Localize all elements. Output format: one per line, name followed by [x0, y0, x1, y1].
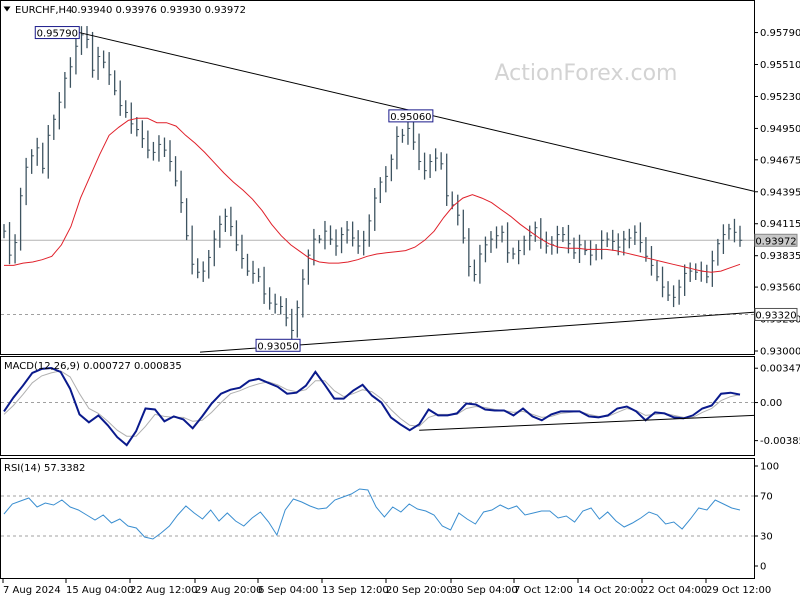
- price-panel: [0, 0, 755, 355]
- current-price-box: [754, 233, 798, 247]
- y-tick-label: -0.003851: [760, 436, 800, 447]
- x-tick-label: 13 Sep 12:00: [322, 585, 389, 596]
- y-tick-label: 30: [760, 532, 773, 543]
- support-price-label: 0.93320: [755, 310, 796, 321]
- current-price-label: 0.93972: [755, 236, 796, 247]
- price-annotation: 0.93050: [257, 341, 298, 352]
- y-tick-label: 0: [760, 562, 766, 573]
- macd-line: [3, 366, 741, 447]
- moving-average-line: [4, 117, 741, 273]
- macd-title: MACD(12,26,9) 0.000727 0.000835: [4, 361, 182, 372]
- x-tick-label: 20 Sep 20:00: [386, 585, 453, 596]
- y-tick-label: 0.94395: [760, 187, 800, 198]
- price-annotation: 0.95790: [37, 29, 78, 40]
- y-tick-label: 100: [760, 462, 779, 473]
- y-tick-label: 0.95510: [760, 60, 800, 71]
- y-tick-label: 70: [760, 492, 773, 503]
- y-tick-label: 0.95230: [760, 92, 800, 103]
- rsi-title: RSI(14) 57.3382: [4, 463, 85, 474]
- x-tick-label: 15 Aug 04:00: [66, 585, 133, 596]
- y-tick-label: 0.00: [760, 398, 782, 409]
- y-tick-label: 0.93835: [760, 251, 800, 262]
- rsi-line: [3, 488, 741, 540]
- macd-panel: [0, 356, 755, 456]
- y-tick-label: 0.003473: [760, 364, 800, 375]
- x-tick-label: 29 Aug 20:00: [195, 585, 262, 596]
- y-tick-label: 0.95790: [760, 28, 800, 39]
- x-tick-label: 14 Oct 20:00: [578, 585, 643, 596]
- price-annotation-box: [255, 338, 301, 352]
- symbol-label: EURCHF,H4: [15, 5, 72, 16]
- rsi-panel: [0, 458, 755, 579]
- y-tick-label: 0.93000: [760, 347, 800, 358]
- macd-trendline: [419, 414, 754, 431]
- x-tick-label: 30 Sep 04:00: [451, 585, 518, 596]
- support-price-box: [754, 307, 798, 321]
- x-tick-label: 6 Sep 04:00: [258, 585, 318, 596]
- y-tick-label: 0.94675: [760, 155, 800, 166]
- x-tick-label: 22 Oct 04:00: [642, 585, 707, 596]
- x-tick-label: 7 Oct 12:00: [514, 585, 573, 596]
- price-annotation-box: [388, 109, 434, 123]
- price-annotation: 0.95060: [390, 112, 431, 123]
- macd-signal-line: [3, 370, 741, 437]
- y-tick-label: 0.94950: [760, 124, 800, 135]
- x-tick-label: 7 Aug 2024: [3, 585, 61, 596]
- y-tick-label: 0.93560: [760, 283, 800, 294]
- watermark: ActionForex.com: [495, 61, 678, 86]
- y-tick-label: 0.94115: [760, 219, 800, 230]
- x-tick-label: 29 Oct 12:00: [706, 585, 771, 596]
- symbol-triangle-icon: [3, 6, 11, 12]
- price-annotation-box: [34, 26, 80, 40]
- x-tick-label: 22 Aug 12:00: [130, 585, 197, 596]
- ohlc-values: 0.93940 0.93976 0.93930 0.93972: [71, 5, 246, 16]
- chart-header: EURCHF,H4 0.93940 0.93976 0.93930 0.9397…: [3, 5, 246, 16]
